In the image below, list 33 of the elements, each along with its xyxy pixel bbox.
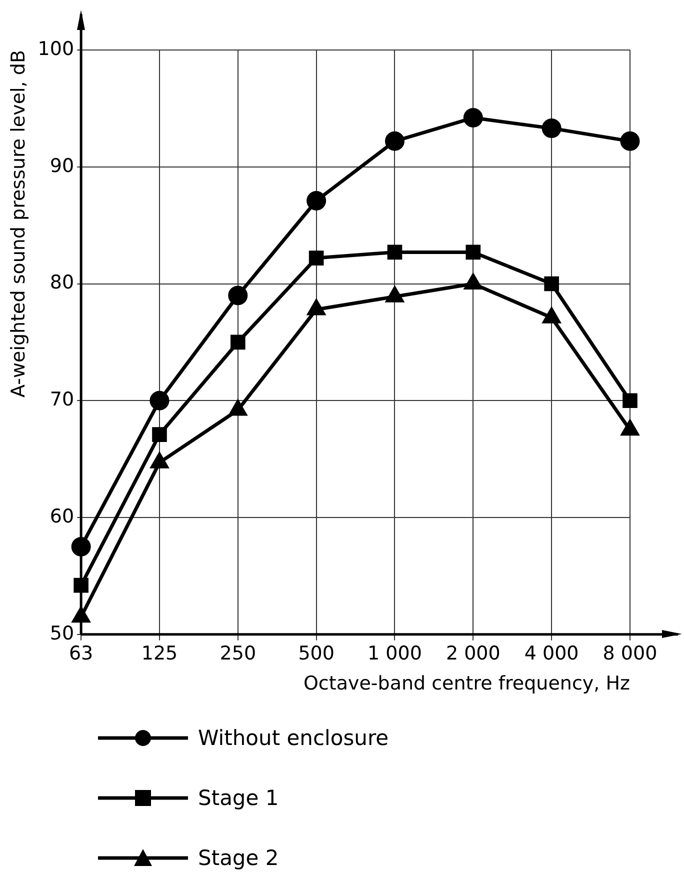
x-tick-label: 2 000 (446, 642, 500, 665)
legend-label: Stage 1 (198, 786, 279, 810)
point (150, 390, 170, 410)
point (152, 427, 167, 442)
point (544, 276, 559, 292)
x-tick-label: 500 (298, 642, 334, 665)
point (384, 131, 404, 151)
x-axis-title: Octave-band centre frequency, Hz (303, 672, 630, 695)
point (228, 286, 248, 306)
point (622, 393, 638, 408)
point (308, 250, 324, 266)
point (620, 131, 640, 151)
y-axis-title: A-weighted sound pressure level, dB (7, 50, 30, 398)
point (306, 191, 326, 211)
point (230, 334, 246, 350)
legend-label: Stage 2 (198, 846, 279, 870)
y-tick-label: 60 (50, 505, 74, 528)
x-tick-label: 63 (68, 642, 94, 665)
x-tick-label: 4 000 (524, 642, 579, 665)
point (542, 118, 562, 138)
legend-label: Without enclosure (198, 726, 389, 750)
y-tick-label: 80 (50, 272, 74, 294)
point (466, 244, 481, 260)
x-tick-label: 250 (220, 642, 256, 665)
y-tick-label: 90 (50, 154, 74, 177)
point (463, 108, 483, 128)
x-tick-label: 1 000 (368, 642, 422, 665)
x-tick-label: 125 (141, 642, 178, 665)
y-tick-label: 70 (50, 388, 74, 411)
y-tick-label: 50 (50, 622, 74, 644)
point (387, 244, 402, 260)
y-tick-label: 100 (38, 38, 74, 60)
x-tick-label: 8 000 (602, 642, 658, 665)
